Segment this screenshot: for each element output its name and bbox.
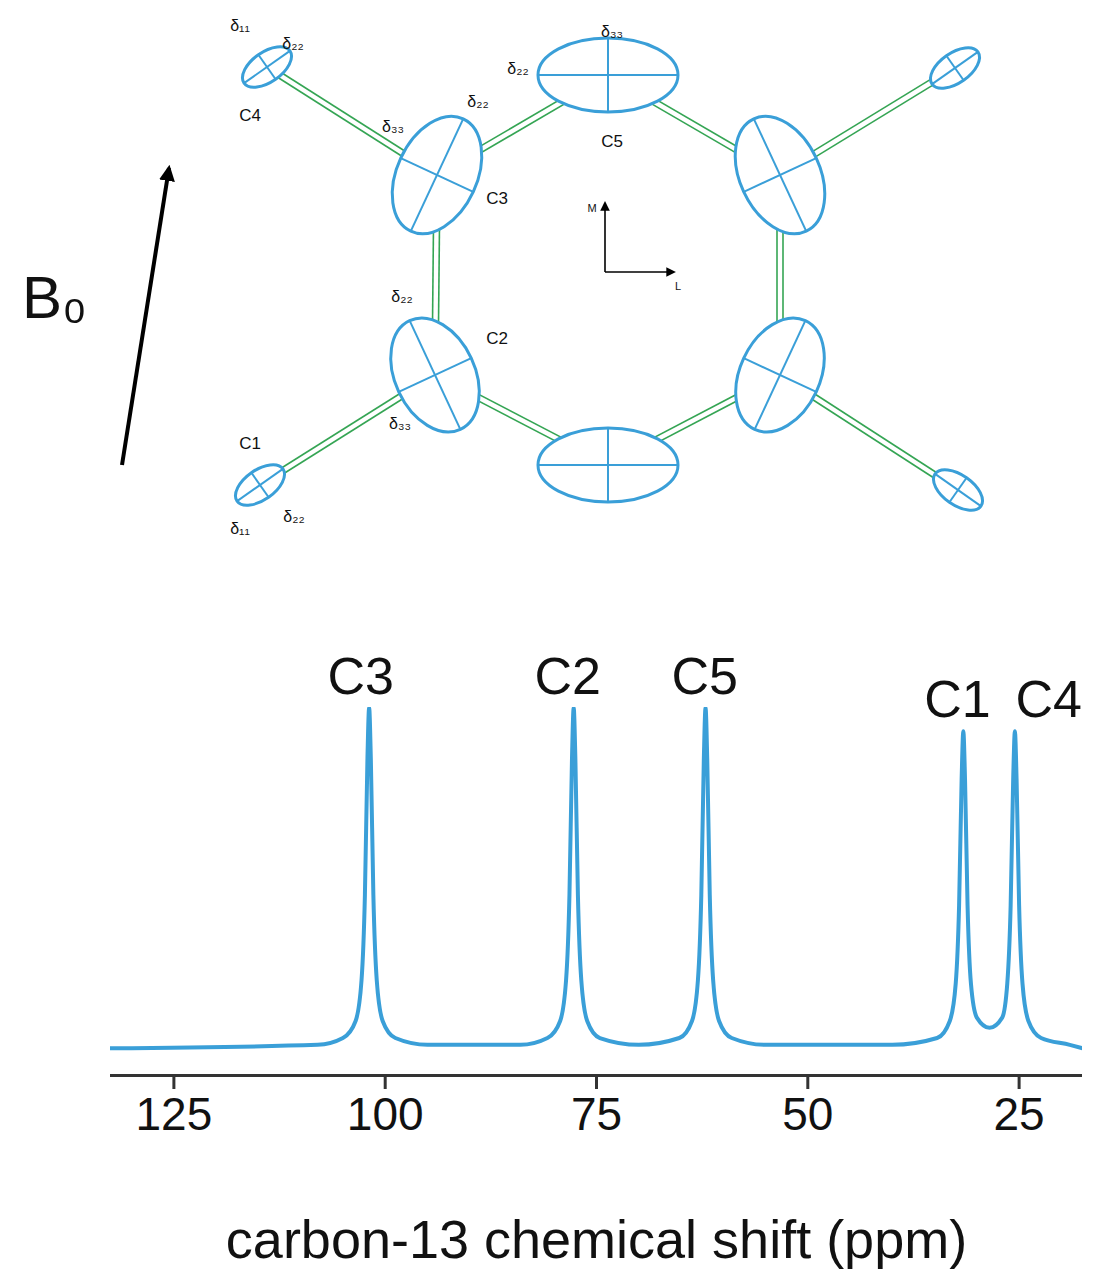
svg-text:δ₃₃: δ₃₃ (389, 415, 411, 432)
svg-text:C3: C3 (486, 189, 508, 208)
svg-text:100: 100 (347, 1088, 424, 1140)
svg-text:C1: C1 (239, 434, 261, 453)
svg-text:C5: C5 (601, 132, 623, 151)
svg-text:δ₂₂: δ₂₂ (467, 93, 488, 110)
svg-text:B₀: B₀ (22, 264, 87, 331)
svg-text:δ₃₃: δ₃₃ (601, 23, 623, 40)
svg-text:δ₁₁: δ₁₁ (230, 17, 250, 34)
svg-text:75: 75 (571, 1088, 622, 1140)
svg-text:δ₂₂: δ₂₂ (283, 508, 304, 525)
svg-text:C3: C3 (327, 647, 393, 705)
svg-text:C4: C4 (1015, 670, 1081, 728)
svg-text:C2: C2 (486, 329, 508, 348)
svg-text:C4: C4 (239, 106, 261, 125)
svg-text:50: 50 (782, 1088, 833, 1140)
svg-text:δ₁₁: δ₁₁ (230, 520, 250, 537)
svg-text:L: L (675, 280, 681, 292)
svg-text:δ₃₃: δ₃₃ (382, 118, 404, 135)
svg-text:M: M (587, 202, 596, 214)
svg-text:25: 25 (994, 1088, 1045, 1140)
svg-text:C5: C5 (671, 647, 737, 705)
svg-text:δ₂₂: δ₂₂ (282, 35, 303, 52)
svg-text:C2: C2 (535, 647, 601, 705)
svg-text:125: 125 (136, 1088, 213, 1140)
svg-text:δ₂₂: δ₂₂ (391, 288, 412, 305)
svg-text:C1: C1 (924, 670, 990, 728)
svg-text:carbon-13 chemical shift (ppm): carbon-13 chemical shift (ppm) (226, 1209, 967, 1269)
svg-text:δ₂₂: δ₂₂ (507, 60, 528, 77)
